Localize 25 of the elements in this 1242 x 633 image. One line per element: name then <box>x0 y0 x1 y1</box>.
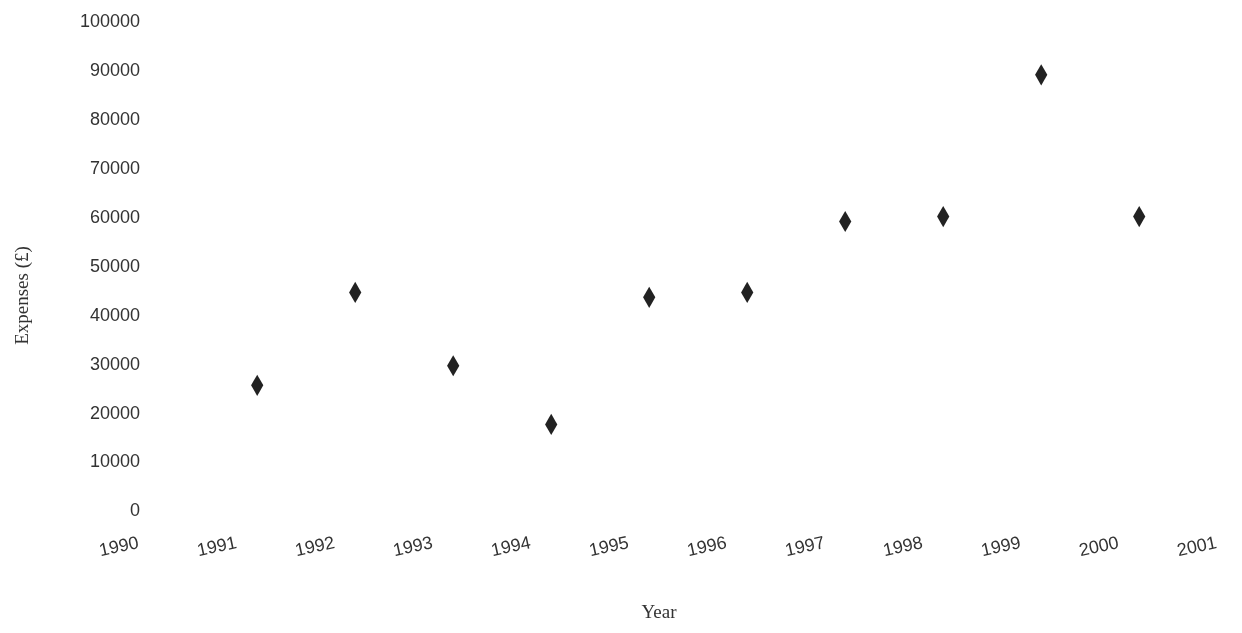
x-tick-label: 1998 <box>881 532 925 561</box>
x-tick-label: 1993 <box>391 532 435 561</box>
y-tick-label: 60000 <box>89 206 140 227</box>
y-tick-label: 50000 <box>89 255 140 276</box>
y-tick-label: 0 <box>129 500 140 521</box>
x-tick-label: 1997 <box>783 532 827 561</box>
y-tick-label: 90000 <box>89 60 140 81</box>
y-tick-label: 80000 <box>89 109 140 130</box>
x-axis-title: Year <box>641 601 678 622</box>
y-axis-title: Expenses (£) <box>11 246 33 345</box>
y-tick-label: 30000 <box>89 353 140 374</box>
x-tick-label: 1999 <box>979 532 1023 561</box>
x-tick-label: 1990 <box>97 532 141 561</box>
y-tick-label: 70000 <box>89 158 140 178</box>
y-tick-label: 40000 <box>89 304 140 325</box>
x-tick-label: 2000 <box>1077 532 1121 561</box>
y-tick-label: 10000 <box>89 451 140 472</box>
x-tick-label: 1991 <box>195 532 239 561</box>
x-tick-label: 1994 <box>489 532 533 561</box>
x-tick-label: 2001 <box>1175 532 1219 561</box>
x-tick-label: 1996 <box>685 532 729 561</box>
x-tick-label: 1995 <box>587 532 631 561</box>
x-tick-label: 1992 <box>293 532 337 561</box>
y-tick-label: 100000 <box>79 11 140 32</box>
y-tick-label: 20000 <box>89 402 140 423</box>
